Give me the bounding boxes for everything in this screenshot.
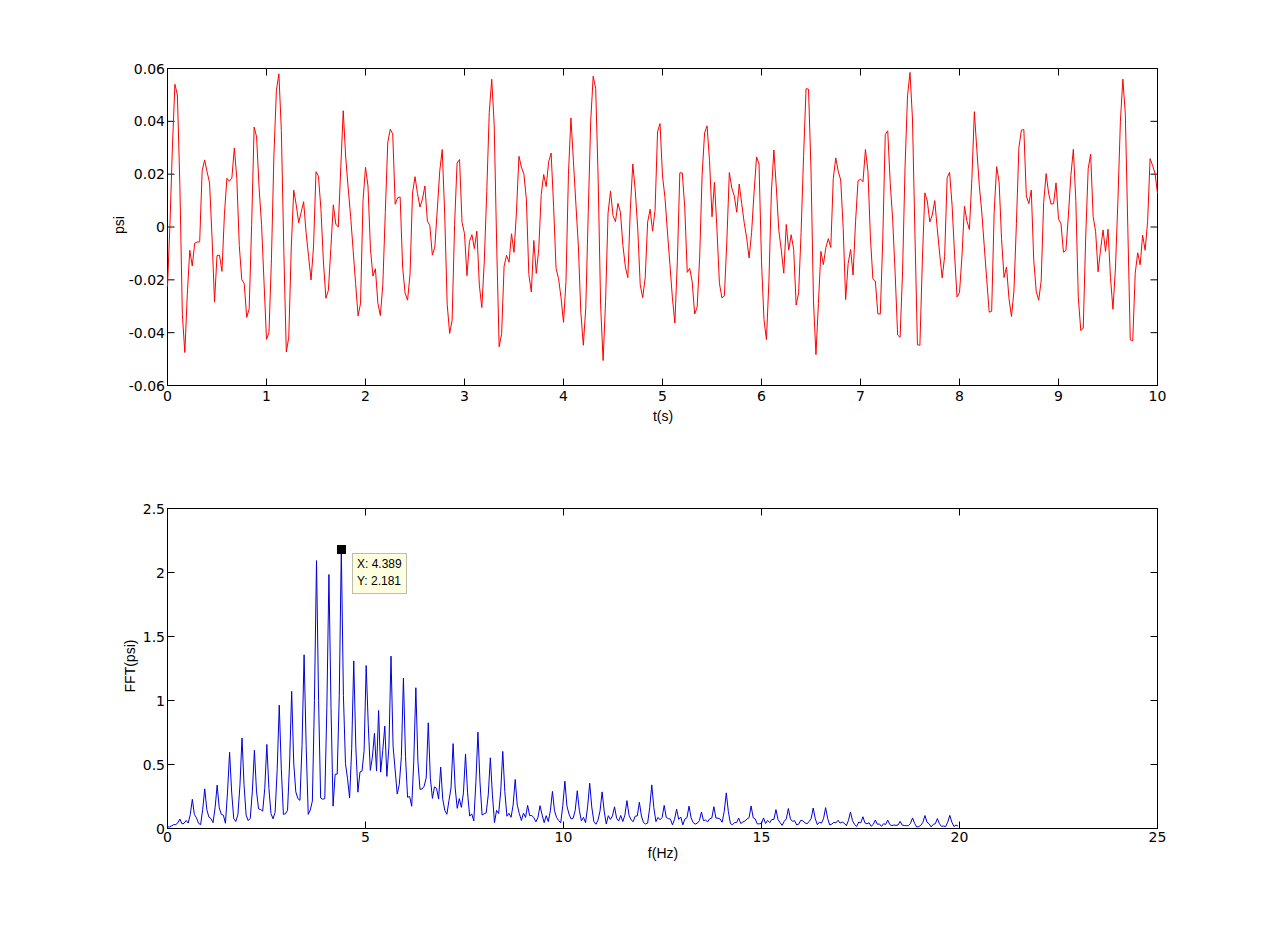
x-tick-label: 10: [1133, 388, 1183, 404]
time-series-line: [168, 72, 1158, 360]
x-tick-label: 4: [539, 388, 589, 404]
time-series-plot-area[interactable]: [167, 68, 1158, 386]
x-tick-label: 9: [1034, 388, 1084, 404]
y-tick-label: 2: [105, 565, 165, 581]
x-tick-label: 5: [341, 829, 391, 845]
time-axis-label: t(s): [613, 408, 713, 424]
y-tick-label: -0.06: [105, 378, 165, 394]
y-tick-label: 1: [105, 693, 165, 709]
x-tick-label: 3: [440, 388, 490, 404]
y-tick-label: 0.5: [105, 757, 165, 773]
y-tick-label: 0: [105, 821, 165, 837]
figure-canvas: t(s) psi f(Hz) FFT(psi) X: 4.389 Y: 2.18…: [0, 0, 1281, 929]
x-tick-label: 2: [341, 388, 391, 404]
y-tick-label: 0.04: [105, 113, 165, 129]
y-tick-label: 1.5: [105, 629, 165, 645]
x-tick-label: 6: [737, 388, 787, 404]
axes-border: [168, 509, 1158, 829]
y-tick-label: -0.02: [105, 272, 165, 288]
datatip-y-value: Y: 2.181: [357, 573, 402, 590]
x-tick-label: 8: [935, 388, 985, 404]
datatip-x-value: X: 4.389: [357, 556, 402, 573]
y-tick-label: 0.06: [105, 61, 165, 77]
x-tick-label: 1: [242, 388, 292, 404]
datatip-box[interactable]: X: 4.389 Y: 2.181: [352, 553, 407, 594]
y-tick-label: 0: [105, 219, 165, 235]
x-tick-label: 20: [935, 829, 985, 845]
y-tick-label: -0.04: [105, 325, 165, 341]
datatip-marker[interactable]: [337, 545, 346, 554]
frequency-axis-label: f(Hz): [613, 845, 713, 861]
x-tick-label: 25: [1133, 829, 1183, 845]
x-tick-label: 15: [737, 829, 787, 845]
x-tick-label: 7: [836, 388, 886, 404]
x-tick-label: 10: [539, 829, 589, 845]
y-tick-label: 0.02: [105, 166, 165, 182]
fft-plot-area[interactable]: [167, 508, 1158, 829]
fft-spectrum-line: [168, 549, 959, 827]
y-tick-label: 2.5: [105, 501, 165, 517]
x-tick-label: 5: [638, 388, 688, 404]
axes-border: [168, 69, 1158, 386]
